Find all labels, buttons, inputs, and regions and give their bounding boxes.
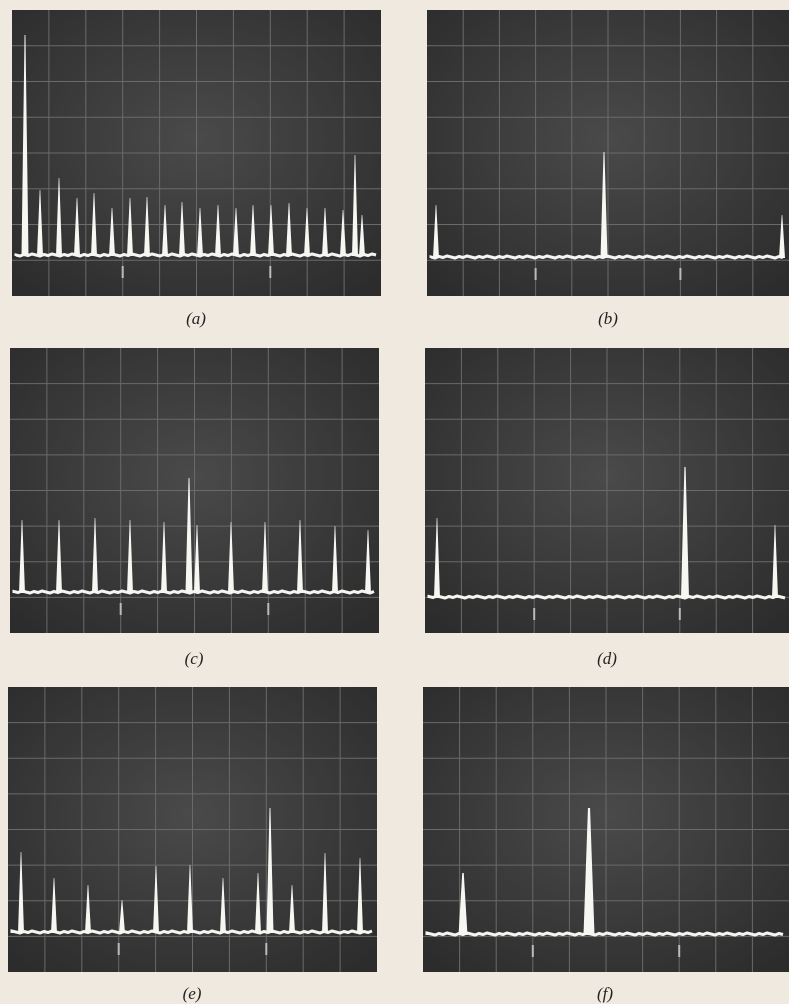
trace-spike [162,205,168,256]
trace-spike [255,873,261,933]
trace-spike [179,202,185,256]
trace-spike [359,215,365,256]
trace-spike [51,878,57,933]
trace-spike [772,525,778,598]
scope-screen [423,687,789,972]
trace-spike [109,208,115,256]
trace-spike [161,522,167,593]
trace-spike [144,197,150,256]
trace-spike [185,478,193,593]
scope-screen [427,10,789,296]
trace-baseline [427,594,786,600]
scope-screen [8,687,377,972]
trace-spike [187,865,193,933]
scope-screen [425,348,789,633]
trace-spike [365,530,371,593]
trace-spike [220,878,226,933]
trace-spike [357,858,363,933]
trace-spike [228,522,234,593]
trace-baseline [12,589,375,595]
trace-spike [194,525,200,593]
trace-spike [21,35,29,256]
trace-spike [458,873,468,935]
trace-spike [74,198,80,256]
trace-spike [18,852,24,933]
trace-baseline [425,931,784,937]
trace-spike [19,520,25,593]
trace-spike [322,208,328,256]
caption: (f) [597,984,613,1003]
trace-spike [434,518,440,598]
caption: (b) [598,309,618,328]
trace-spike [322,853,328,933]
trace-spike [352,155,358,256]
caption: (a) [186,309,206,328]
trace-spike [297,520,303,593]
trace-spike [779,215,785,258]
trace-spike [332,526,338,593]
trace-spike [37,190,43,256]
trace-spike [340,210,346,256]
trace-spike [127,520,133,593]
scope-screen [12,10,381,296]
trace-spike [215,205,221,256]
trace-spike [233,208,239,256]
trace-spike [289,885,295,933]
caption: (c) [185,649,204,668]
trace-spike [56,520,62,593]
trace-spike [433,205,439,258]
trace-spike [681,467,689,598]
trace-spike [250,205,256,256]
trace-spike [119,900,125,933]
trace-spike [127,198,133,256]
trace-spike [85,885,91,933]
trace-spike [92,518,98,593]
caption: (d) [597,649,617,668]
trace-spike [304,208,310,256]
trace-spike [56,178,62,256]
trace-spike [583,808,595,935]
trace-spike [262,522,268,593]
trace-spike [286,203,292,256]
trace-spike [91,193,97,256]
trace-spike [268,205,274,256]
caption: (e) [183,984,202,1003]
trace-spike [197,208,203,256]
trace-spike [600,152,608,258]
scope-screen [10,348,379,633]
trace-spike [266,808,274,933]
trace-spike [153,866,159,933]
trace-baseline [14,252,377,258]
